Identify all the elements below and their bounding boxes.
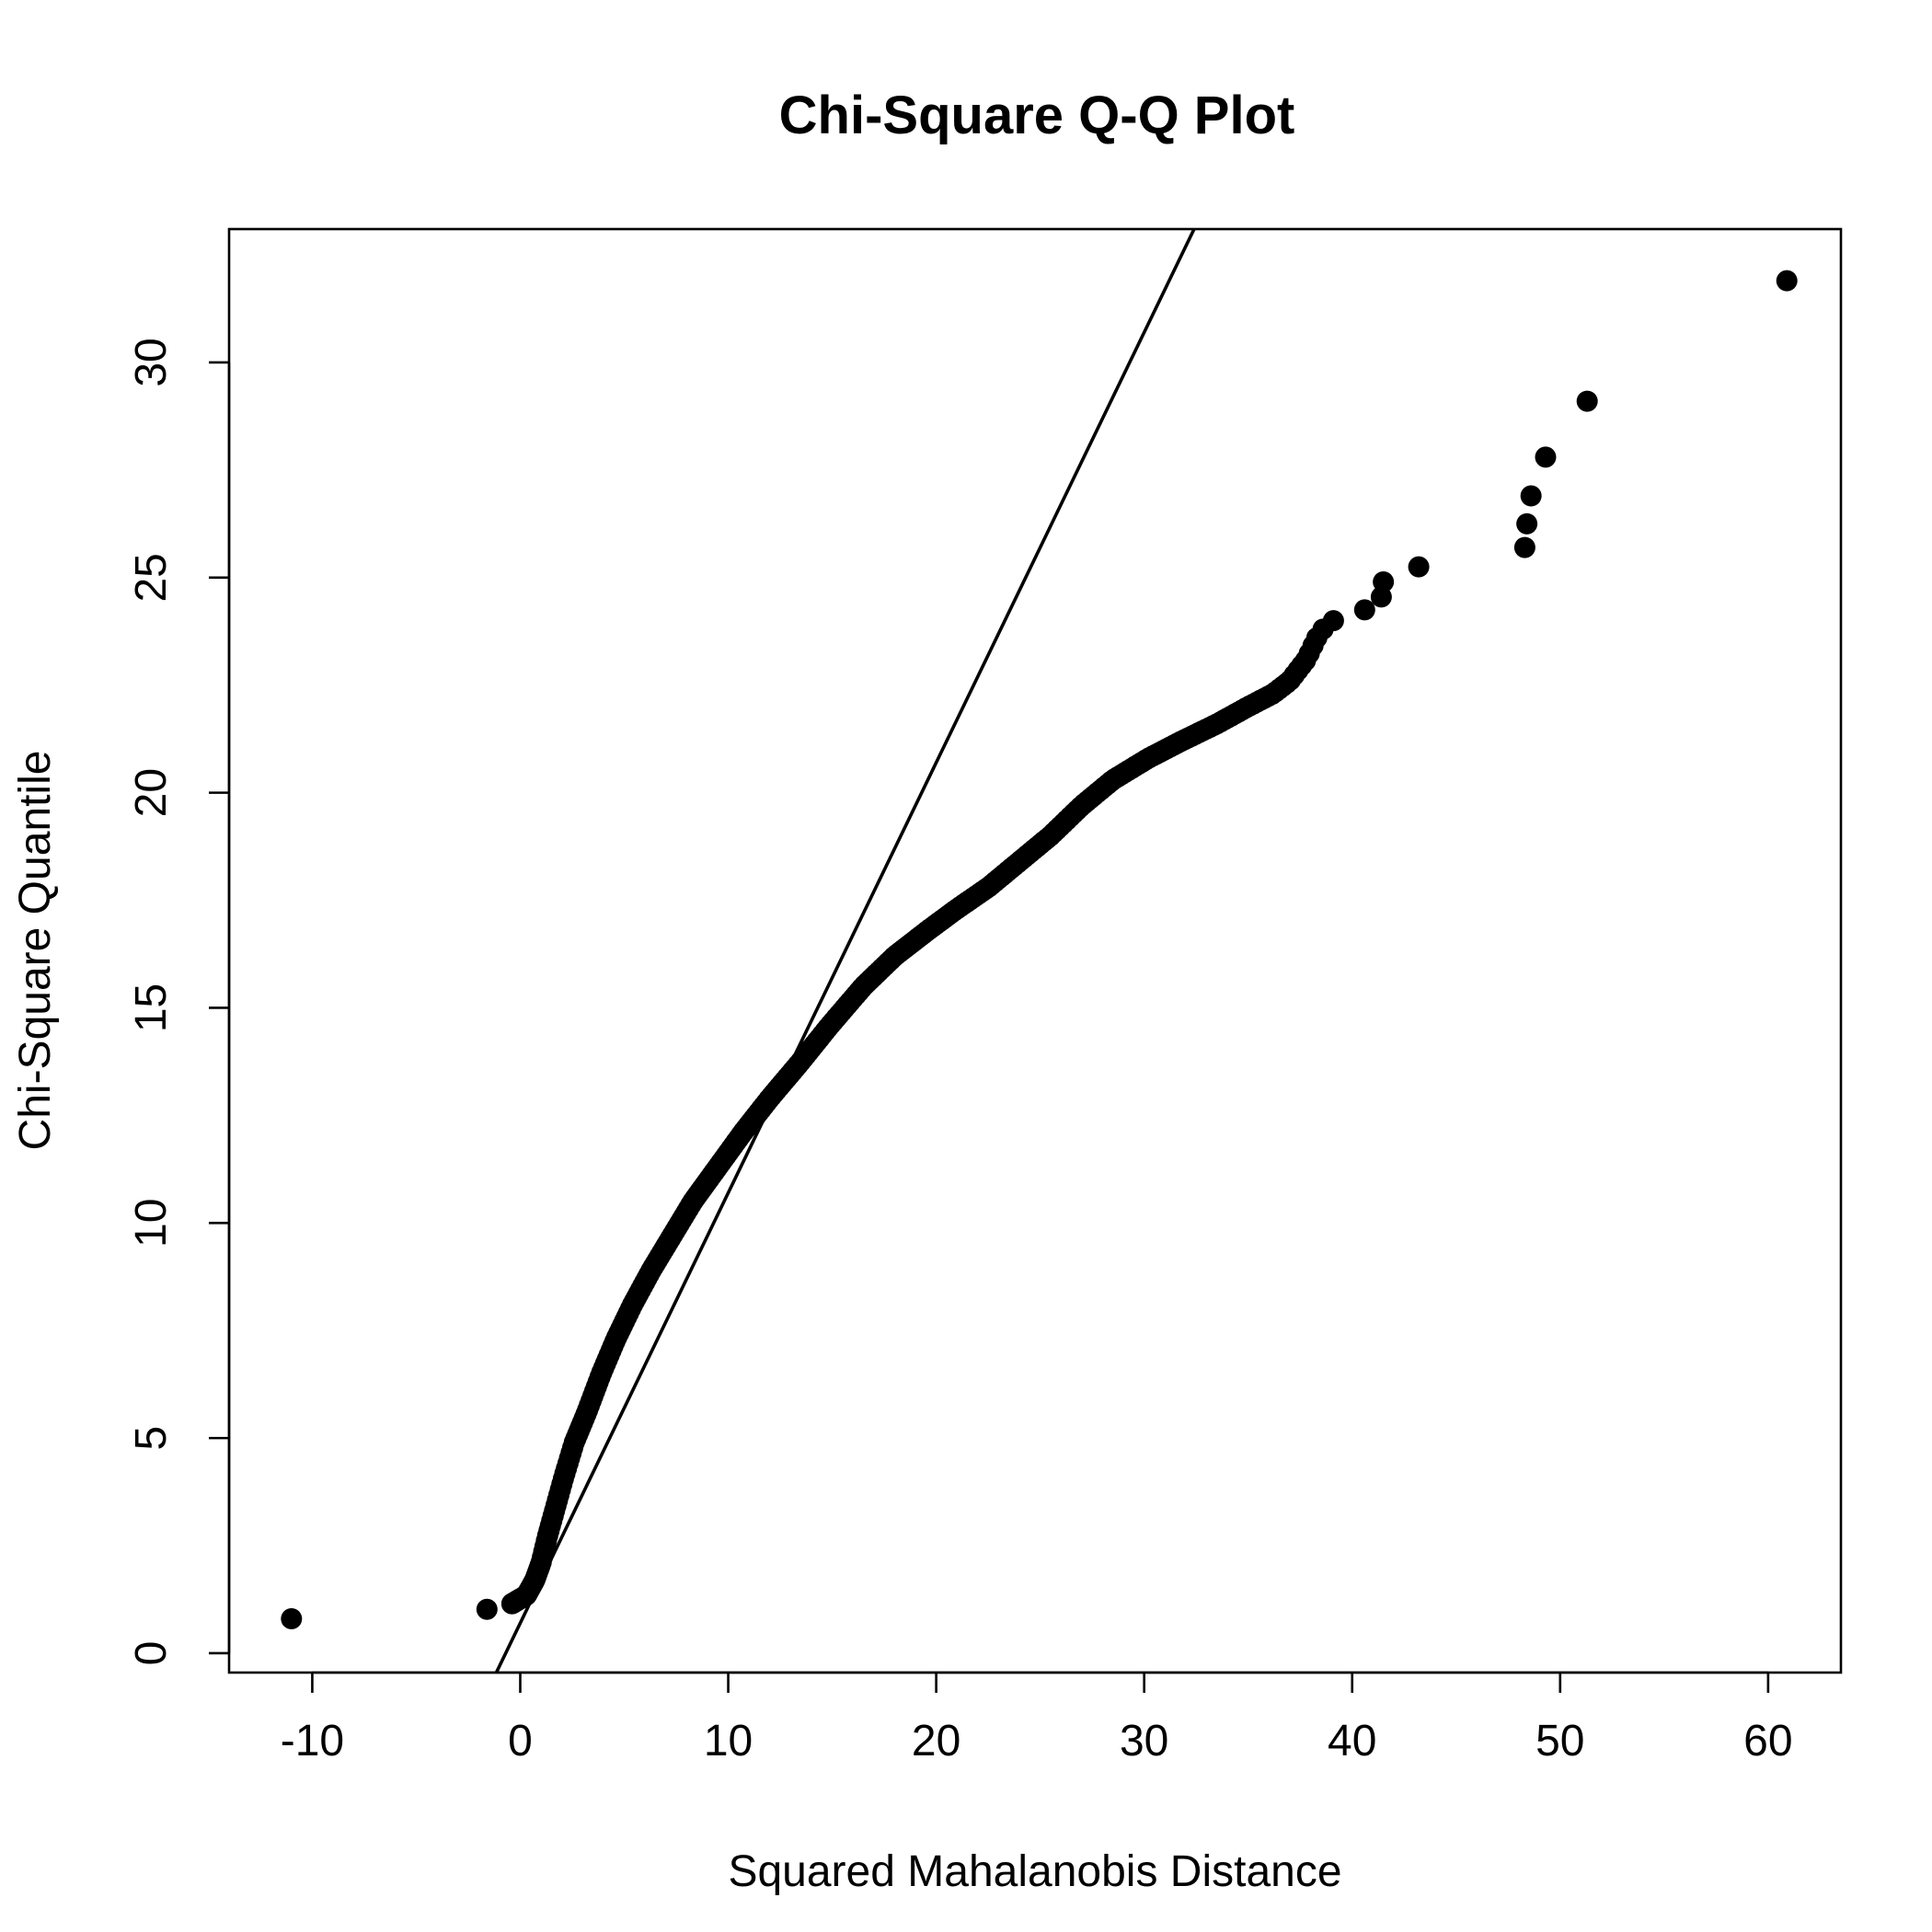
x-tick-label: 30	[1120, 1717, 1168, 1765]
data-point	[281, 1608, 303, 1630]
x-tick-label: 40	[1328, 1717, 1376, 1765]
data-point	[1513, 536, 1535, 558]
y-tick-label: 30	[127, 338, 176, 386]
y-tick-label: 5	[127, 1426, 176, 1451]
chart-title: Chi-Square Q-Q Plot	[779, 86, 1295, 145]
data-point	[1520, 485, 1542, 507]
data-point	[1535, 446, 1557, 468]
data-point	[1322, 610, 1344, 632]
x-tick-label: -10	[281, 1717, 344, 1765]
data-point	[500, 1593, 523, 1615]
data-point	[476, 1598, 498, 1620]
data-point	[1776, 270, 1798, 292]
data-point	[1408, 556, 1430, 578]
y-tick-label: 25	[127, 553, 176, 602]
y-tick-label: 20	[127, 768, 176, 817]
data-point	[1516, 512, 1538, 535]
data-points	[281, 270, 1798, 1630]
y-tick-label: 0	[127, 1641, 176, 1666]
reference-line	[494, 229, 1196, 1673]
x-axis: -10 0 10 20 30 40 50 60	[281, 1671, 1793, 1765]
y-axis: 0 5 10 15 20 25 30	[127, 338, 231, 1666]
y-tick-label: 10	[127, 1199, 176, 1248]
x-tick-label: 60	[1743, 1717, 1792, 1765]
data-point	[1353, 599, 1375, 621]
x-tick-label: 10	[704, 1717, 753, 1765]
data-point	[1576, 390, 1598, 412]
data-point	[1373, 570, 1395, 592]
x-tick-label: 0	[508, 1717, 533, 1765]
y-axis-label: Chi-Square Quantile	[11, 751, 60, 1151]
x-tick-label: 20	[912, 1717, 960, 1765]
x-tick-label: 50	[1535, 1717, 1584, 1765]
y-tick-label: 15	[127, 983, 176, 1032]
plot-frame	[227, 227, 1843, 1674]
x-axis-label: Squared Mahalanobis Distance	[728, 1847, 1341, 1896]
